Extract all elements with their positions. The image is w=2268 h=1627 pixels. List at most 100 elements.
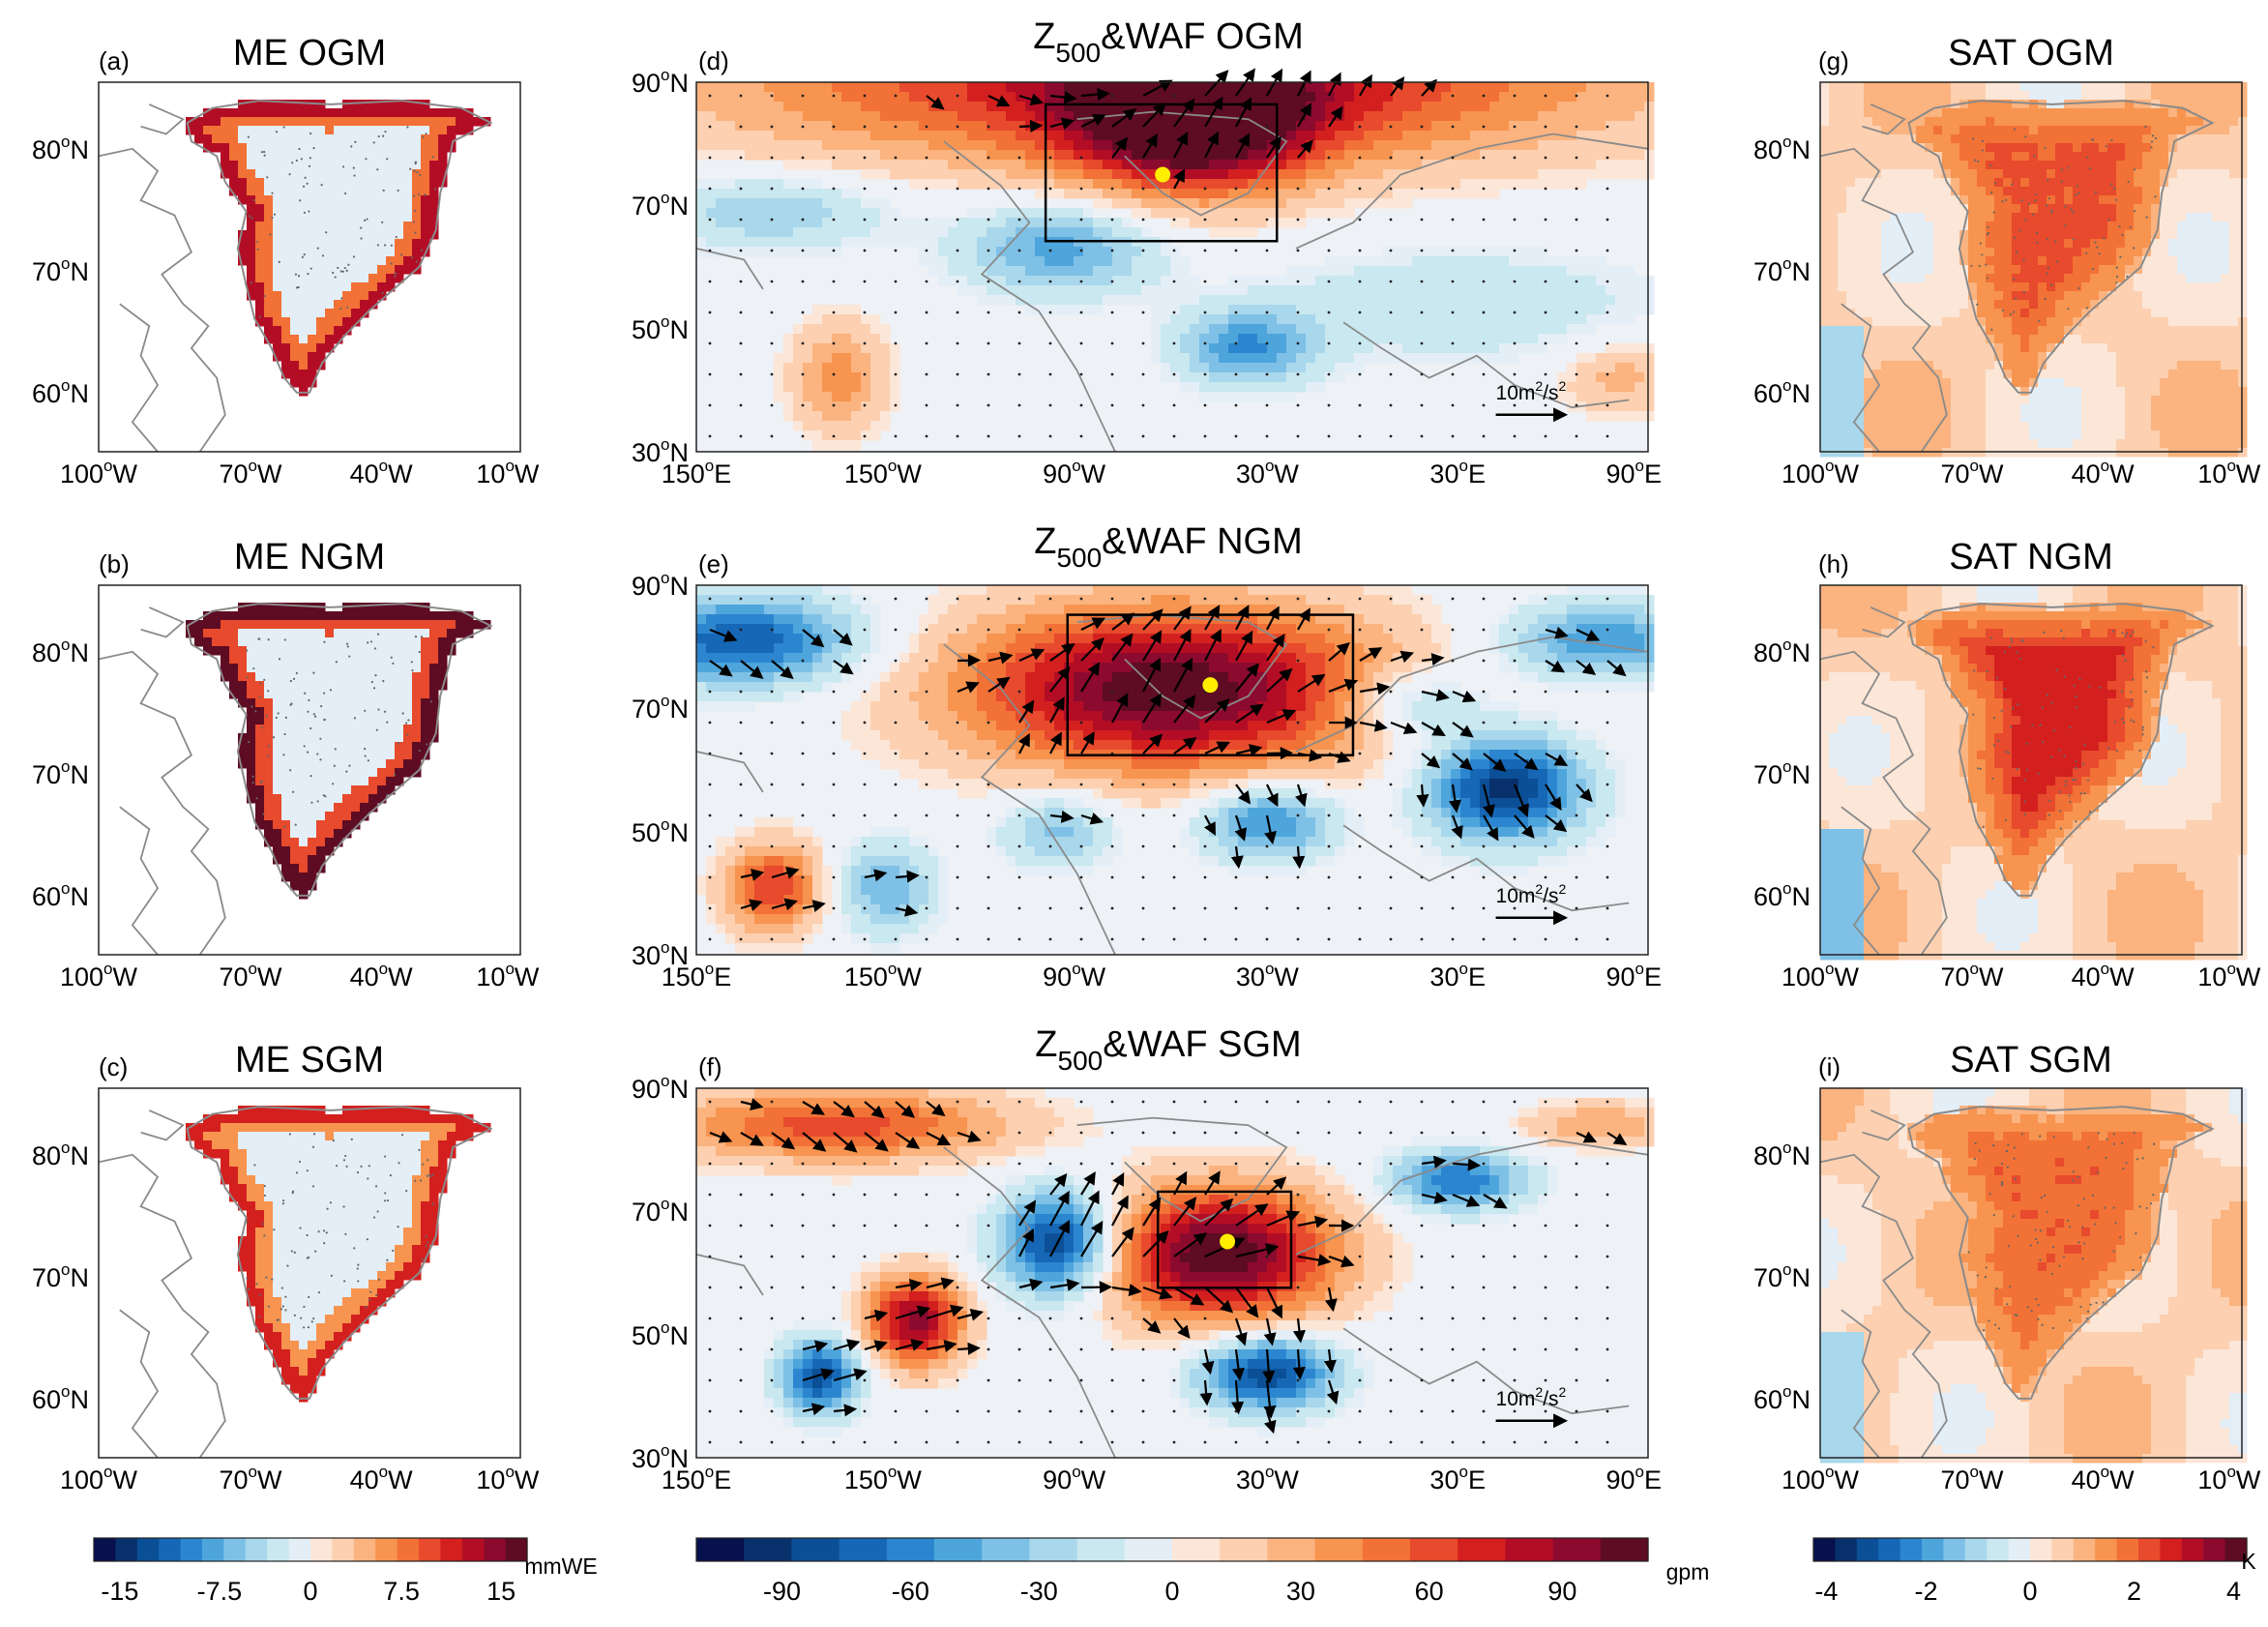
field-cell [1199,189,1210,199]
field-cell [1557,372,1568,383]
field-cell [996,276,1007,286]
field-cell [1576,363,1587,373]
field-cell [1248,227,1258,238]
field-cell [1335,324,1345,335]
field-cell [841,430,852,441]
field-cell [783,382,794,393]
field-cell [351,187,361,196]
field-cell [996,227,1007,238]
field-cell [395,611,404,621]
field-cell [360,637,369,647]
field-cell [1499,82,1510,93]
field-cell [368,1210,378,1220]
field-cell [1083,140,1094,151]
field-cell [812,363,823,373]
field-cell [948,150,958,161]
field-cell [1190,382,1200,393]
field-cell [1538,169,1548,180]
field-cell [351,108,361,118]
field-cell [290,117,300,127]
field-cell [247,690,256,699]
field-cell [377,108,387,118]
field-cell [325,1201,335,1211]
field-cell [1306,208,1316,219]
field-cell [264,672,274,682]
field-cell [386,1280,396,1289]
lon-tick-label: 10oW [476,960,540,991]
field-cell [308,777,317,786]
field-cell [1567,305,1577,315]
field-cell [745,218,755,228]
field-cell [716,102,726,112]
field-cell [290,603,300,612]
field-cell [386,733,396,743]
field-cell [281,204,291,214]
waf-dot [739,341,743,345]
lat-tick-unit: N [71,1141,90,1170]
field-cell [1315,121,1326,132]
field-cell [255,655,265,665]
field-cell [1267,160,1278,170]
field-cell [1335,256,1345,267]
field-cell [316,777,326,786]
field-cell [1335,305,1345,315]
field-cell [832,131,842,141]
field-cell [1267,324,1278,335]
field-cell [395,1245,404,1255]
significance-dot [425,133,427,135]
field-cell [395,1262,404,1272]
field-cell [247,117,256,127]
field-cell [1344,343,1355,354]
field-cell [264,1262,274,1272]
field-cell [238,733,248,743]
field-cell [1219,189,1229,199]
waf-dot [1172,341,1176,345]
field-cell [1170,160,1181,170]
field-cell [793,324,804,335]
field-cell [238,256,248,266]
field-cell [1006,150,1016,161]
field-cell [851,372,862,383]
field-cell [316,1341,326,1350]
waf-dot [1544,249,1547,252]
field-cell [1064,208,1075,219]
field-cell [1596,121,1606,132]
field-cell [1257,363,1268,373]
significance-dot [278,260,280,263]
field-cell [832,324,842,335]
waf-dot [925,249,928,252]
field-cell [1132,179,1142,190]
field-cell [368,274,378,283]
field-cell [308,222,317,231]
field-cell [1547,160,1558,170]
field-cell [377,169,387,179]
field-cell [1238,324,1249,335]
waf-dot [1575,311,1578,314]
field-cell [325,187,335,196]
significance-dot [364,709,367,712]
field-cell [281,274,291,283]
field-cell [360,309,369,318]
field-cell [299,1140,309,1150]
waf-dot [1451,218,1455,222]
field-cell [919,218,929,228]
waf-dot [832,187,836,191]
field-cell [212,1140,221,1150]
field-cell [290,178,300,188]
field-cell [377,1167,387,1176]
field-cell [1441,150,1452,161]
waf-dot [1048,187,1052,191]
field-cell [1518,121,1529,132]
field-cell [1480,324,1490,335]
field-cell [221,161,230,170]
significance-dot [420,636,424,638]
waf-dot [1451,311,1455,314]
field-cell [1325,256,1336,267]
significance-dot [281,1202,285,1205]
waf-dot [1017,156,1021,160]
field-cell [299,1306,309,1316]
field-cell [899,218,910,228]
waf-dot [1544,187,1547,191]
field-cell [1344,295,1355,306]
field-cell [1567,363,1577,373]
